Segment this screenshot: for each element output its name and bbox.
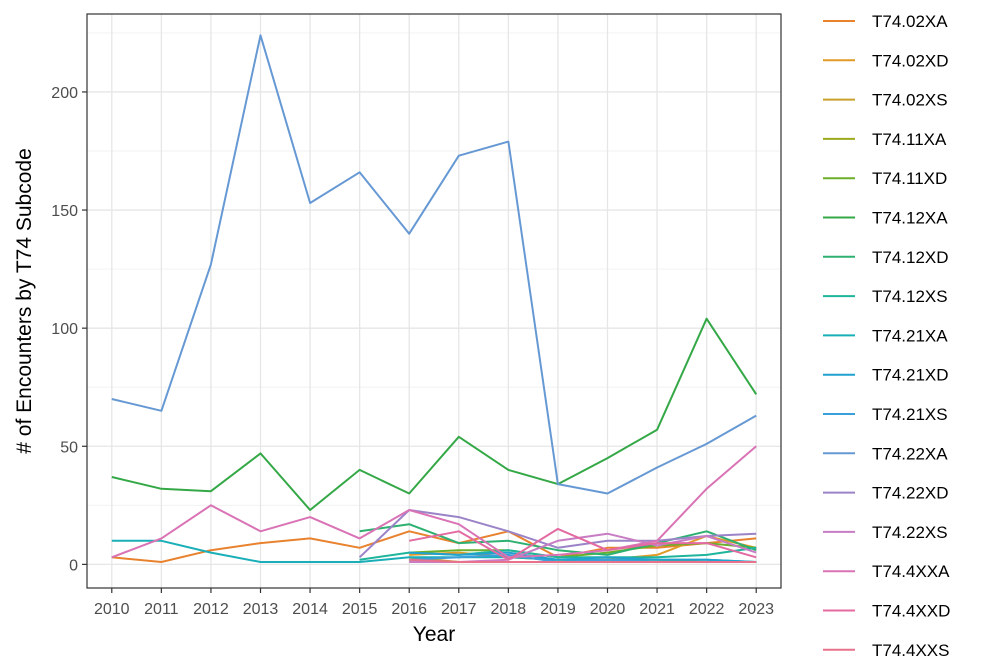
x-tick-label: 2014	[292, 601, 328, 618]
legend-label-T74.11XD: T74.11XD	[872, 169, 947, 188]
x-tick-label: 2023	[738, 601, 774, 618]
legend-label-T74.4XXA: T74.4XXA	[872, 562, 950, 581]
series-line-T74.02XA	[111, 530, 757, 563]
x-tick-label: 2015	[342, 601, 378, 618]
x-tick-label: 2011	[144, 601, 179, 618]
series-line-T74.4XXD	[409, 527, 757, 561]
legend-label-T74.12XD: T74.12XD	[872, 248, 949, 267]
y-tick-label: 50	[60, 439, 78, 456]
legend-label-T74.02XD: T74.02XD	[872, 51, 949, 70]
y-axis: 0 50 100 150 200	[51, 85, 87, 574]
grid-lines	[87, 14, 781, 588]
legend-label-T74.22XD: T74.22XD	[872, 484, 949, 503]
x-tick-label: 2022	[689, 601, 725, 618]
x-tick-label: 2021	[639, 601, 675, 618]
legend-label-T74.12XA: T74.12XA	[872, 209, 948, 228]
plot-panel	[87, 14, 781, 588]
legend-label-T74.02XA: T74.02XA	[872, 12, 948, 31]
y-tick-label: 150	[51, 203, 78, 220]
legend-label-T74.02XS: T74.02XS	[872, 91, 948, 110]
x-tick-label: 2012	[193, 601, 229, 618]
x-tick-label: 2020	[590, 601, 626, 618]
x-tick-label: 2016	[391, 601, 427, 618]
y-tick-label: 0	[69, 557, 78, 574]
series-line-T74.4XXS	[409, 558, 757, 563]
x-tick-label: 2019	[540, 601, 576, 618]
x-tick-label: 2018	[491, 601, 527, 618]
x-tick-label: 2010	[94, 601, 130, 618]
legend: T74.02XA T74.02XD T74.02XS T74.11XA T74.11XD…	[823, 12, 950, 660]
series-line-T74.12XA	[111, 317, 758, 511]
legend-label-T74.21XA: T74.21XA	[872, 326, 948, 345]
legend-label-T74.22XS: T74.22XS	[872, 523, 948, 542]
x-axis-title: Year	[413, 623, 455, 646]
series-line-T74.22XD	[358, 509, 757, 559]
series-line-T74.21XD	[409, 551, 757, 563]
y-axis-title: # of Encounters by T74 Subcode	[13, 148, 36, 453]
legend-label-T74.12XS: T74.12XS	[872, 287, 948, 306]
x-tick-label: 2013	[243, 601, 279, 618]
plot-border	[86, 13, 782, 589]
series-line-T74.4XXA	[111, 445, 757, 559]
y-tick-label: 200	[51, 85, 78, 102]
legend-label-T74.11XA: T74.11XA	[872, 130, 947, 149]
x-tick-label: 2017	[441, 601, 477, 618]
legend-label-T74.21XS: T74.21XS	[872, 405, 948, 424]
x-axis: 2010 2011 2012 2013 2014 2015 2016 2017 2018 2019…	[94, 588, 774, 618]
series-line-T74.22XA	[111, 34, 757, 495]
y-tick-label: 100	[51, 321, 78, 338]
series-line-T74.12XD	[359, 523, 757, 556]
series-lines	[111, 34, 758, 563]
legend-label-T74.4XXS: T74.4XXS	[872, 641, 950, 660]
legend-label-T74.4XXD: T74.4XXD	[872, 602, 950, 621]
legend-label-T74.21XD: T74.21XD	[872, 366, 949, 385]
legend-label-T74.22XA: T74.22XA	[872, 444, 948, 463]
